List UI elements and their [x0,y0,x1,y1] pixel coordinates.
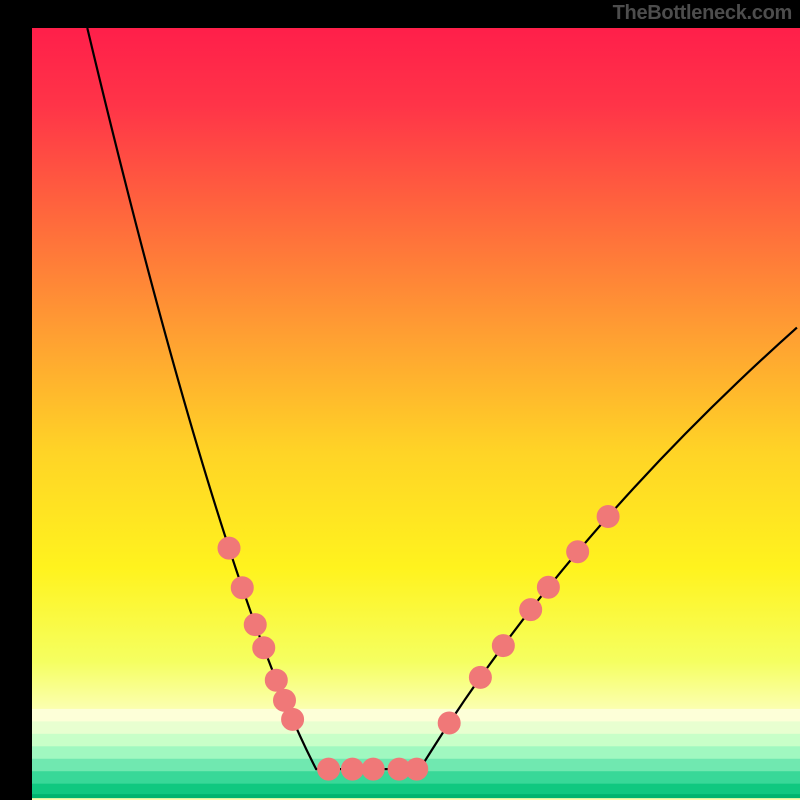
chart-canvas [0,0,800,800]
benchmark-marker [406,758,428,780]
gradient-background [32,28,800,800]
ideal-green-band [32,709,800,797]
benchmark-marker [282,708,304,730]
benchmark-marker [265,669,287,691]
ideal-floor-line [32,794,800,798]
benchmark-marker [469,666,491,688]
benchmark-marker [244,614,266,636]
benchmark-marker [537,576,559,598]
benchmark-marker [218,537,240,559]
benchmark-marker [492,635,514,657]
bottleneck-curve-chart [0,0,800,800]
benchmark-marker [318,758,340,780]
benchmark-marker [362,758,384,780]
benchmark-marker [520,599,542,621]
watermark-label: TheBottleneck.com [613,2,792,25]
benchmark-marker [341,758,363,780]
benchmark-marker [597,506,619,528]
benchmark-marker [253,637,275,659]
benchmark-marker [438,712,460,734]
benchmark-marker [231,577,253,599]
benchmark-marker [567,541,589,563]
